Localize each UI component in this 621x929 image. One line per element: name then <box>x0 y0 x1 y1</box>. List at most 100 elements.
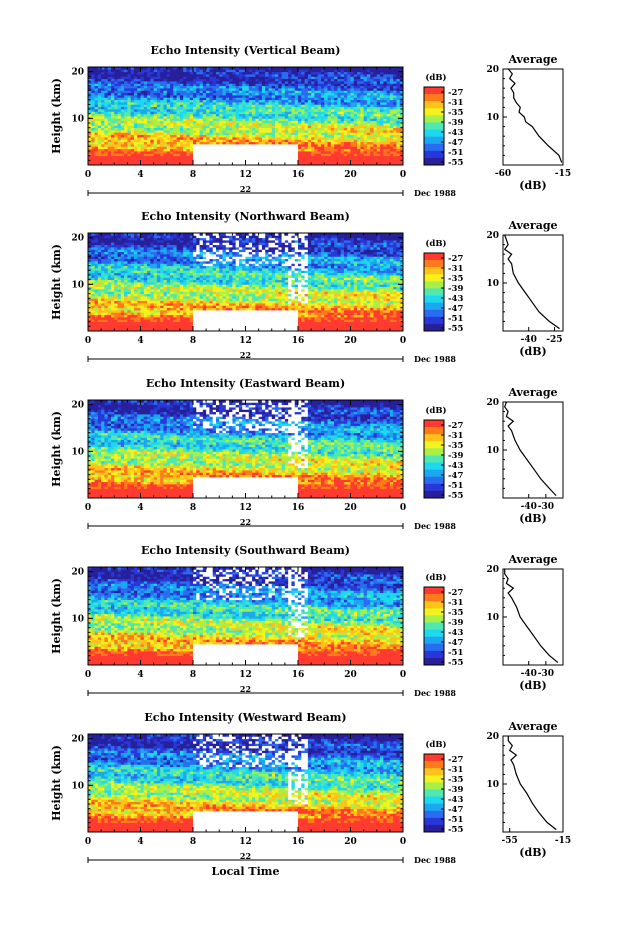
heatmap-cell <box>219 151 223 154</box>
heatmap-cell <box>291 322 295 325</box>
heatmap-cell <box>170 100 174 103</box>
heatmap-cell <box>265 139 269 142</box>
heatmap-cell <box>268 100 272 103</box>
heatmap-cell <box>311 153 315 156</box>
heatmap-cell <box>337 139 341 142</box>
heatmap-cell <box>318 322 322 325</box>
heatmap-cell <box>308 312 312 315</box>
heatmap-cell <box>268 90 272 93</box>
heatmap-cell <box>141 118 145 121</box>
heatmap-cell <box>173 312 177 315</box>
heatmap-cell <box>383 319 387 322</box>
heatmap-cell <box>98 123 102 126</box>
heatmap-cell <box>272 88 276 91</box>
heatmap-cell <box>255 324 259 327</box>
heatmap-cell <box>387 319 391 322</box>
heatmap-cell <box>206 88 210 91</box>
heatmap-cell <box>242 130 246 133</box>
heatmap-cell <box>321 121 325 124</box>
heatmap-cell <box>324 81 328 84</box>
heatmap-cell <box>134 130 138 133</box>
heatmap-cell <box>246 146 250 149</box>
heatmap-cell <box>190 156 194 159</box>
heatmap-cell <box>219 81 223 84</box>
heatmap-cell <box>344 102 348 105</box>
heatmap-cell <box>308 95 312 98</box>
heatmap-cell <box>104 116 108 119</box>
heatmap-cell <box>95 76 99 79</box>
heatmap-cell <box>360 69 364 72</box>
heatmap-cell <box>252 324 256 327</box>
heatmap-cell <box>114 100 118 103</box>
heatmap-cell <box>278 76 282 79</box>
heatmap-cell <box>213 83 217 86</box>
heatmap-cell <box>314 319 318 322</box>
heatmap-cell <box>213 95 217 98</box>
heatmap-cell <box>131 69 135 72</box>
heatmap-cell <box>291 324 295 327</box>
heatmap-cell <box>334 132 338 135</box>
heatmap-cell <box>259 93 263 96</box>
heatmap-cell <box>288 88 292 91</box>
heatmap-cell <box>144 149 148 152</box>
heatmap-cell <box>108 116 112 119</box>
heatmap-cell <box>262 151 266 154</box>
heatmap-cell <box>308 81 312 84</box>
heatmap-cell <box>91 86 95 89</box>
heatmap-cell <box>324 326 328 329</box>
heatmap-cell <box>331 102 335 105</box>
heatmap-cell <box>104 128 108 131</box>
heatmap-cell <box>134 72 138 75</box>
heatmap-cell <box>170 317 174 320</box>
heatmap-cell <box>183 109 187 112</box>
heatmap-cell <box>170 158 174 161</box>
heatmap-cell <box>121 146 125 149</box>
heatmap-cell <box>262 90 266 93</box>
heatmap-cell <box>321 111 325 114</box>
heatmap-cell <box>223 160 227 163</box>
heatmap-cell <box>360 109 364 112</box>
heatmap-cell <box>314 146 318 149</box>
heatmap-cell <box>108 100 112 103</box>
heatmap-cell <box>163 317 167 320</box>
heatmap-cell <box>219 135 223 138</box>
heatmap-cell <box>173 324 177 327</box>
heatmap-cell <box>341 317 345 320</box>
heatmap-cell <box>295 151 299 154</box>
heatmap-cell <box>311 156 315 159</box>
heatmap-cell <box>383 109 387 112</box>
heatmap-cell <box>305 130 309 133</box>
heatmap-cell <box>341 156 345 159</box>
heatmap-cell <box>167 135 171 138</box>
heatmap-cell <box>226 97 230 100</box>
heatmap-cell <box>134 95 138 98</box>
heatmap-cell <box>288 81 292 84</box>
heatmap-cell <box>364 76 368 79</box>
heatmap-cell <box>347 142 351 145</box>
heatmap-cell <box>341 142 345 145</box>
heatmap-cell <box>318 114 322 117</box>
heatmap-cell <box>131 151 135 154</box>
heatmap-cell <box>150 104 154 107</box>
heatmap-cell <box>98 128 102 131</box>
heatmap-cell <box>390 69 394 72</box>
heatmap-cell <box>157 146 161 149</box>
heatmap-cell <box>121 76 125 79</box>
heatmap-cell <box>380 151 384 154</box>
heatmap-cell <box>321 317 325 320</box>
heatmap-cell <box>229 144 233 147</box>
heatmap-cell <box>193 83 197 86</box>
heatmap-cell <box>108 130 112 133</box>
heatmap-cell <box>121 100 125 103</box>
heatmap-cell <box>167 130 171 133</box>
heatmap-cell <box>328 97 332 100</box>
heatmap-cell <box>242 79 246 82</box>
heatmap-cell <box>170 69 174 72</box>
heatmap-cell <box>268 128 272 131</box>
heatmap-cell <box>196 74 200 77</box>
heatmap-cell <box>328 121 332 124</box>
heatmap-cell <box>314 139 318 142</box>
heatmap-cell <box>114 95 118 98</box>
heatmap-cell <box>118 130 122 133</box>
heatmap-cell <box>318 153 322 156</box>
